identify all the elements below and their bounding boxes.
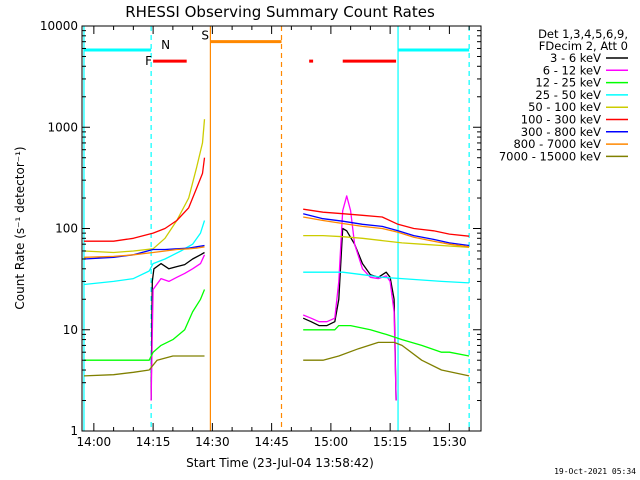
x-tick-label: 14:00 [77,435,112,449]
legend-header-detectors: Det 1,3,4,5,6,9, [538,27,628,41]
x-tick-label: 14:15 [136,435,171,449]
flag-label-night: N [161,38,170,52]
legend-label: 800 - 7000 keV [513,137,601,151]
x-tick-label: 15:00 [314,435,349,449]
flag-label-flare: F [145,54,152,68]
x-tick-label: 14:45 [254,435,289,449]
legend-label: 300 - 800 keV [521,125,601,139]
x-axis-label: Start Time (23-Jul-04 13:58:42) [186,456,374,470]
legend-label: 7000 - 15000 keV [499,149,601,163]
legend-label: 6 - 12 keV [543,63,601,77]
series-3-segment-1 [303,271,470,284]
series-1-segment-0 [150,254,206,401]
series-7-segment-1 [303,216,470,248]
y-tick-label: 100 [55,222,78,236]
x-tick-label: 14:30 [195,435,230,449]
legend: Det 1,3,4,5,6,9, FDecim 2, Att 0 3 - 6 k… [499,27,628,163]
series-0-segment-1 [302,227,397,401]
legend-label: 25 - 50 keV [535,88,601,102]
series-2-segment-1 [303,324,470,357]
series-7-segment-0 [83,246,205,258]
series-4-segment-1 [303,234,470,249]
y-tick-label: 1000 [47,120,78,134]
series-0-segment-0 [150,251,205,401]
chart-title: RHESSI Observing Summary Count Rates [125,3,435,21]
plot-area: NF S 14:00 14:15 14:30 14:45 15:00 15:15 15:30 1 1… [40,19,482,449]
x-tick-label: 15:30 [432,435,467,449]
series-3-segment-0 [83,220,206,286]
series-4-segment-0 [83,119,206,254]
legend-label: 12 - 25 keV [535,76,601,90]
flag-label-saa: S [201,29,209,43]
series-5-segment-0 [84,157,206,242]
y-axis-label: Count Rate (s⁻¹ detector⁻¹) [13,146,27,309]
series-5-segment-1 [303,208,470,237]
series-8-segment-1 [303,341,470,377]
y-tick-label: 10000 [40,19,78,33]
legend-label: 3 - 6 keV [550,51,601,65]
series-8-segment-0 [83,355,205,377]
series-6-segment-1 [303,213,470,247]
legend-header-decimation: FDecim 2, Att 0 [539,39,628,53]
legend-label: 50 - 100 keV [528,100,601,114]
y-tick-label: 1 [70,424,78,438]
series-2-segment-0 [84,289,206,361]
x-tick-label: 15:15 [373,435,408,449]
legend-label: 100 - 300 keV [521,113,601,127]
timestamp: 19-Oct-2021 05:34 [554,467,636,476]
y-tick-label: 10 [63,323,78,337]
